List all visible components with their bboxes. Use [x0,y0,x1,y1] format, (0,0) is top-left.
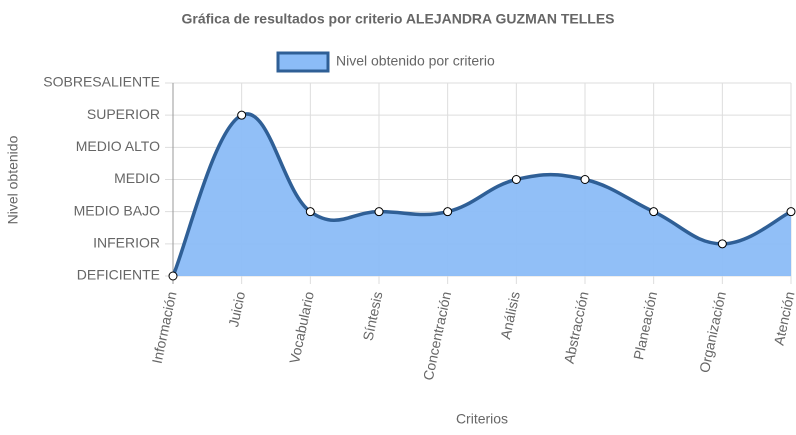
x-axis-label: Criterios [456,411,508,427]
y-tick-label: MEDIO ALTO [76,138,160,154]
point [374,207,384,217]
x-tick-label: Vocabulario [286,290,317,365]
y-tick-label: INFERIOR [93,235,160,251]
y-tick-label: SUPERIOR [87,106,160,122]
x-tick-label: Concentración [420,290,454,382]
chart-title: Gráfica de resultados por criterio ALEJA… [181,11,614,27]
point [786,207,796,217]
y-tick-label: MEDIO [114,170,160,186]
point [443,207,453,217]
point [580,175,590,184]
area [173,113,791,276]
x-tick-label: Análisis [497,290,523,341]
legend-label: Nivel obtenido por criterio [336,53,495,69]
x-tick-label: Atención [771,290,796,347]
point [237,110,247,120]
x-tick-label: Información [149,290,180,365]
point [168,271,178,281]
y-tick-label: SOBRESALIENTE [43,74,160,90]
x-tick-label: Organización [696,290,729,374]
point [717,239,727,249]
point [649,207,659,217]
y-axis-label: Nivel obtenido [5,135,21,224]
x-tick-label: Juicio [225,290,248,329]
legend-swatch [276,51,330,73]
x-tick-label: Planeación [630,290,660,361]
y-tick-label: DEFICIENTE [77,267,160,283]
point [305,207,315,217]
x-tick-label: Síntesis [360,290,386,342]
x-tick-label: Abstracción [561,290,592,365]
y-tick-label: MEDIO BAJO [74,202,160,218]
point [511,175,521,184]
